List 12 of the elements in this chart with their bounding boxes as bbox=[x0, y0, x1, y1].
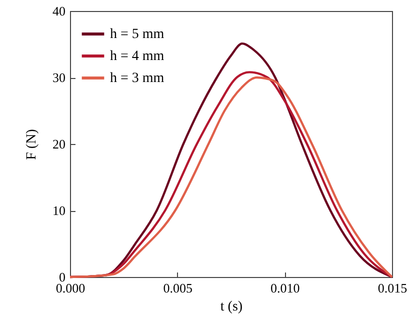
y-tick-label: 30 bbox=[52, 70, 66, 85]
y-axis-title: F (N) bbox=[24, 128, 40, 160]
x-tick-label: 0.015 bbox=[378, 280, 408, 296]
y-tick-label: 40 bbox=[52, 4, 66, 18]
y-tick-label: 20 bbox=[52, 136, 66, 152]
legend-label: h = 5 mm bbox=[110, 27, 164, 42]
legend-label: h = 4 mm bbox=[110, 49, 164, 64]
x-axis-title: t (s) bbox=[220, 300, 243, 314]
x-tick-label: 0.010 bbox=[270, 280, 300, 296]
x-tick-label: 0.005 bbox=[163, 280, 192, 296]
legend-label: h = 3 mm bbox=[110, 71, 164, 86]
y-tick-label: 10 bbox=[52, 203, 66, 218]
